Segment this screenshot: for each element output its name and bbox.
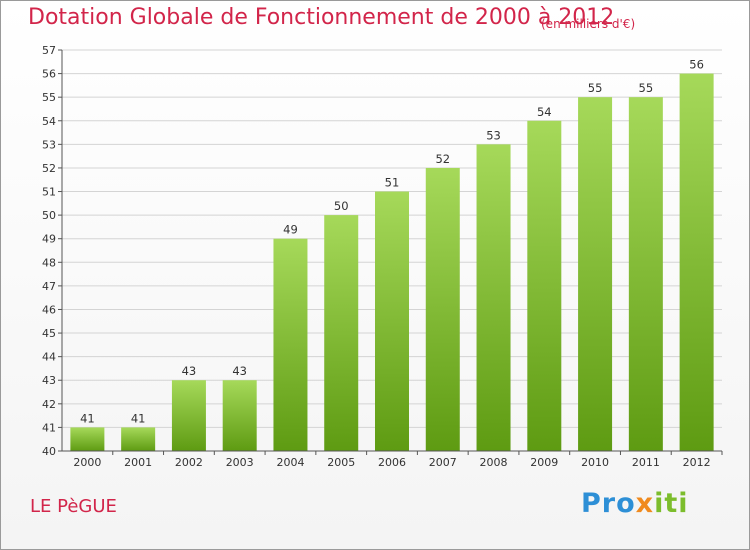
axes [58, 49, 723, 455]
bar-2009 [527, 120, 562, 451]
y-tick-label: 40 [42, 445, 56, 458]
y-tick-label: 41 [42, 421, 56, 434]
x-tick-label: 2002 [175, 456, 203, 469]
y-tick-label: 49 [42, 233, 56, 246]
bars [70, 73, 714, 452]
x-tick-label: 2001 [124, 456, 152, 469]
value-label-2001: 41 [131, 411, 146, 425]
chart-title: Dotation Globale de Fonctionnement de 20… [28, 5, 615, 30]
bar-2012 [679, 73, 714, 452]
value-label-2012: 56 [689, 58, 704, 72]
bar-2004 [273, 238, 308, 451]
bar-2001 [121, 427, 156, 451]
bar-2006 [375, 191, 409, 451]
y-tick-label: 43 [42, 374, 56, 387]
x-tick-label: 2006 [378, 456, 406, 469]
value-label-2004: 49 [283, 223, 298, 237]
value-label-2003: 43 [232, 364, 247, 378]
y-tick-label: 44 [42, 351, 56, 364]
value-label-2006: 51 [385, 176, 400, 190]
x-tick-label: 2009 [530, 456, 558, 469]
y-tick-label: 54 [42, 115, 56, 128]
x-tick-label: 2007 [429, 456, 457, 469]
y-tick-label: 42 [42, 398, 56, 411]
y-tick-label: 48 [42, 256, 56, 269]
commune-name: LE PèGUE [30, 496, 117, 517]
labels: 40 41 42 43 44 45 46 47 48 49 50 51 52 53 54 55 56 57 41 20… [42, 44, 711, 469]
x-tick-label: 2010 [581, 456, 609, 469]
x-tick-label: 2005 [327, 456, 355, 469]
y-tick-label: 51 [42, 186, 56, 199]
bar-2005 [324, 215, 359, 451]
unit-note: (en milliers d'€) [541, 17, 636, 31]
value-label-2011: 55 [639, 81, 654, 95]
bar-2008 [476, 144, 511, 451]
bar-2007 [425, 167, 460, 452]
bar-2003 [222, 380, 257, 451]
bar-2000 [70, 427, 105, 451]
y-tick-label: 53 [42, 138, 56, 151]
value-label-2005: 50 [334, 199, 349, 213]
y-tick-label: 45 [42, 327, 56, 340]
x-tick-label: 2011 [632, 456, 660, 469]
x-tick-label: 2004 [276, 456, 304, 469]
x-tick-label: 2000 [73, 456, 101, 469]
x-tick-label: 2012 [683, 456, 711, 469]
bar-2002 [171, 380, 206, 451]
y-tick-label: 46 [42, 303, 56, 316]
proxiti-logo: Proxiti [581, 488, 689, 519]
y-tick-label: 56 [42, 68, 56, 81]
bar-2011 [628, 97, 663, 452]
y-tick-label: 55 [42, 91, 56, 104]
value-label-2010: 55 [588, 81, 603, 95]
value-label-2000: 41 [80, 411, 95, 425]
value-label-2008: 53 [486, 128, 501, 142]
y-tick-label: 52 [42, 162, 56, 175]
x-tick-label: 2008 [480, 456, 508, 469]
y-tick-label: 50 [42, 209, 56, 222]
bar-2010 [578, 97, 613, 452]
x-tick-label: 2003 [226, 456, 254, 469]
value-label-2002: 43 [182, 364, 197, 378]
value-label-2007: 52 [435, 152, 450, 166]
y-tick-label: 57 [42, 44, 56, 57]
y-tick-label: 47 [42, 280, 56, 293]
value-label-2009: 54 [537, 105, 552, 119]
